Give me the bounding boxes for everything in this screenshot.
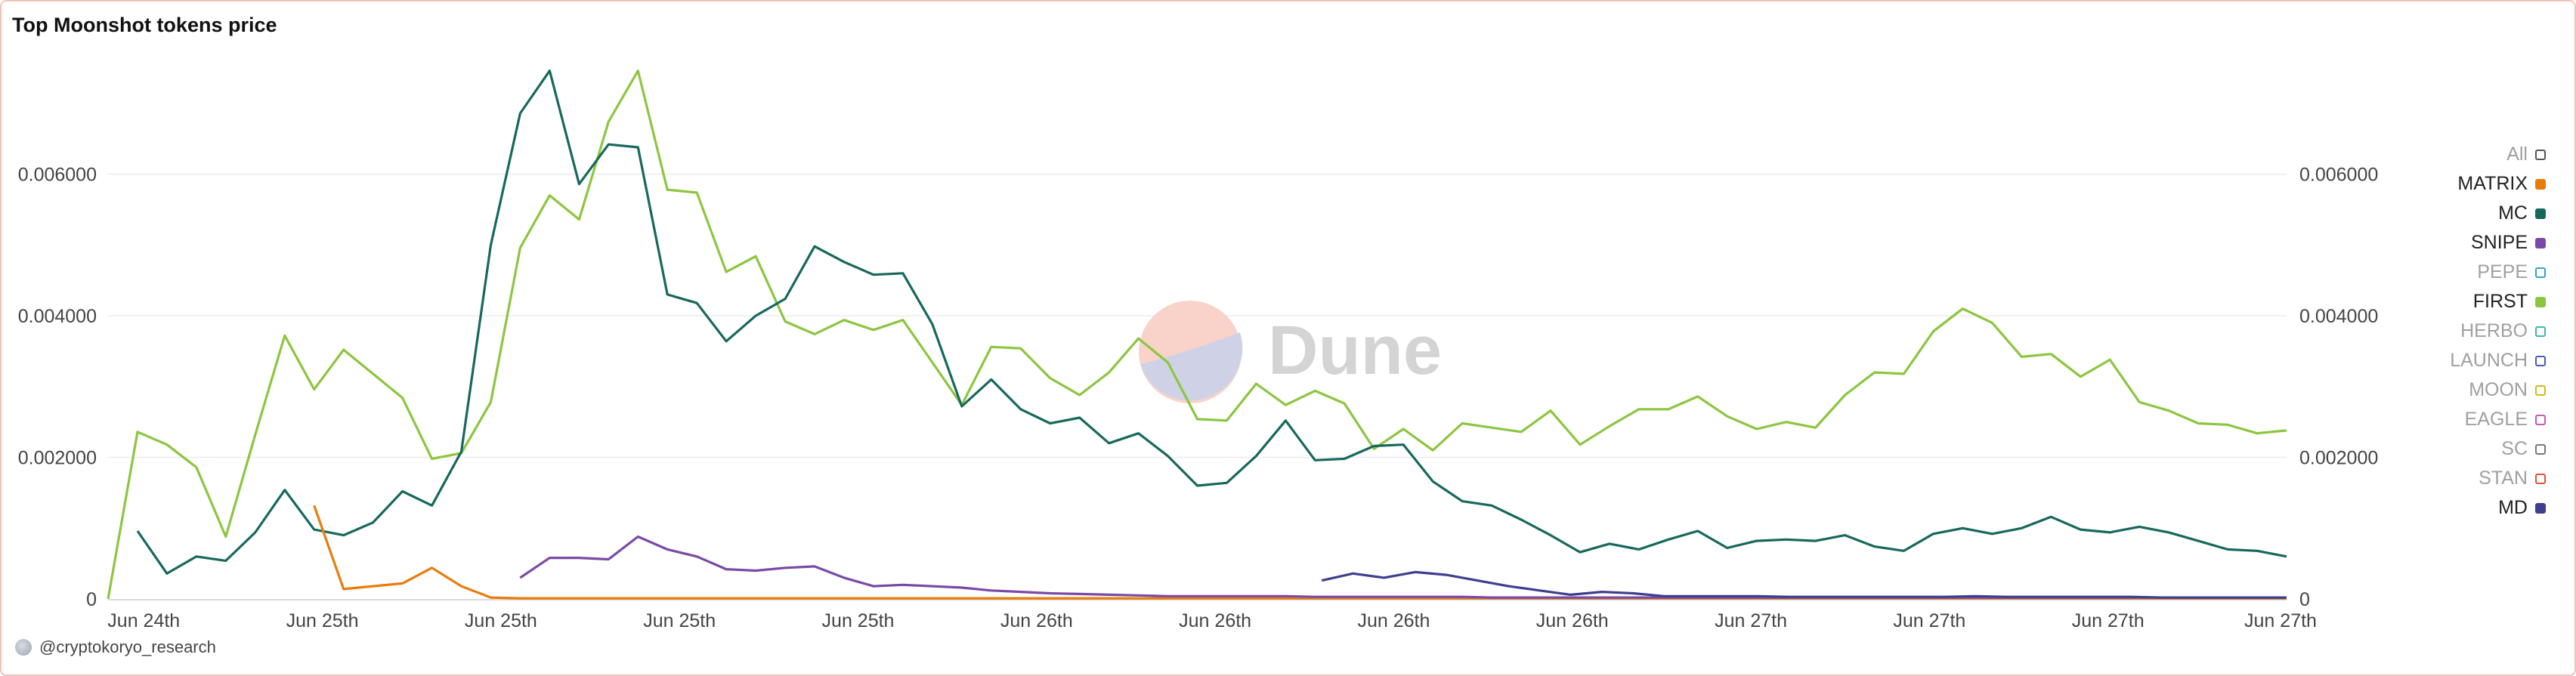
- x-tick-label: Jun 25th: [465, 610, 537, 631]
- legend-label: SC: [2501, 438, 2528, 459]
- series-line-mc: [136, 69, 2287, 575]
- legend-label: MD: [2498, 497, 2528, 518]
- legend-swatch-icon: [2535, 326, 2546, 337]
- series-line-first: [107, 69, 2287, 600]
- watermark-text: Dune: [1268, 312, 1442, 389]
- legend-swatch-icon: [2535, 208, 2546, 219]
- x-tick-label: Jun 26th: [1179, 610, 1251, 631]
- chart-title: Top Moonshot tokens price: [12, 14, 277, 36]
- legend-label: STAN: [2479, 468, 2528, 489]
- y-tick-label-left: 0.004000: [18, 306, 97, 327]
- legend-swatch-icon: [2535, 384, 2546, 396]
- legend: All MATRIX MC SNIPE PEPE FIRST HERBO LAUNCH MOON…: [2450, 140, 2546, 523]
- footer: @cryptokoryo_research: [15, 637, 216, 657]
- legend-swatch-icon: [2535, 443, 2546, 455]
- legend-item-stan[interactable]: STAN: [2450, 464, 2546, 493]
- legend-item-matrix[interactable]: MATRIX: [2450, 169, 2546, 199]
- x-tick-label: Jun 26th: [1000, 610, 1073, 631]
- x-tick-label: Jun 24th: [107, 610, 180, 631]
- legend-label: MATRIX: [2457, 173, 2528, 194]
- legend-label: PEPE: [2477, 261, 2528, 282]
- legend-swatch-icon: [2535, 296, 2546, 307]
- legend-swatch-icon: [2535, 267, 2546, 278]
- legend-swatch-icon: [2535, 149, 2546, 160]
- series-lines: [107, 69, 2287, 600]
- legend-item-pepe[interactable]: PEPE: [2450, 258, 2546, 287]
- legend-item-first[interactable]: FIRST: [2450, 287, 2546, 316]
- y-tick-label-left: 0: [86, 589, 97, 610]
- legend-swatch-icon: [2535, 502, 2546, 514]
- axes: 0 0 0.002000 0.002000 0.004000 0.004000 0.0060…: [18, 165, 2379, 631]
- legend-label: EAGLE: [2464, 409, 2528, 430]
- legend-item-moon[interactable]: MOON: [2450, 375, 2546, 405]
- legend-item-mc[interactable]: MC: [2450, 199, 2546, 228]
- x-tick-label: Jun 25th: [643, 610, 716, 631]
- y-tick-label-right: 0.002000: [2299, 448, 2378, 469]
- author-avatar-icon: [15, 639, 32, 656]
- y-tick-label-right: 0.006000: [2299, 165, 2378, 186]
- legend-item-eagle[interactable]: EAGLE: [2450, 405, 2546, 434]
- watermark-wedge: [1140, 332, 1243, 401]
- series-line-snipe: [519, 535, 2287, 599]
- legend-item-sc[interactable]: SC: [2450, 434, 2546, 464]
- series-line-matrix: [313, 505, 2287, 600]
- legend-item-md[interactable]: MD: [2450, 493, 2546, 523]
- dune-watermark: Dune: [1139, 301, 1442, 403]
- legend-label: MOON: [2469, 379, 2528, 400]
- legend-label: SNIPE: [2470, 232, 2528, 253]
- x-tick-label: Jun 27th: [1715, 610, 1787, 631]
- legend-item-all[interactable]: All: [2450, 140, 2546, 169]
- legend-label: MC: [2498, 202, 2528, 224]
- x-tick-label: Jun 26th: [1536, 610, 1609, 631]
- x-tick-label: Jun 26th: [1357, 610, 1430, 631]
- legend-item-launch[interactable]: LAUNCH: [2450, 346, 2546, 375]
- y-tick-label-right: 0: [2299, 589, 2310, 610]
- legend-item-snipe[interactable]: SNIPE: [2450, 228, 2546, 258]
- legend-label: LAUNCH: [2450, 350, 2528, 371]
- series-line-md: [1321, 570, 2287, 599]
- x-tick-label: Jun 27th: [1893, 610, 1965, 631]
- x-tick-label: Jun 25th: [286, 610, 359, 631]
- legend-swatch-icon: [2535, 237, 2546, 248]
- legend-label: HERBO: [2460, 320, 2528, 341]
- x-tick-label: Jun 25th: [822, 610, 895, 631]
- legend-swatch-icon: [2535, 178, 2546, 190]
- legend-swatch-icon: [2535, 355, 2546, 366]
- legend-label: FIRST: [2472, 291, 2528, 312]
- legend-swatch-icon: [2535, 414, 2546, 425]
- author-handle[interactable]: @cryptokoryo_research: [39, 637, 216, 656]
- legend-label: All: [2506, 144, 2528, 165]
- y-tick-label-right: 0.004000: [2299, 306, 2378, 327]
- legend-item-herbo[interactable]: HERBO: [2450, 316, 2546, 346]
- y-tick-label-left: 0.002000: [18, 448, 97, 469]
- y-tick-label-left: 0.006000: [18, 165, 97, 186]
- x-tick-label: Jun 27th: [2072, 610, 2145, 631]
- legend-swatch-icon: [2535, 473, 2546, 484]
- x-tick-label: Jun 27th: [2244, 610, 2317, 631]
